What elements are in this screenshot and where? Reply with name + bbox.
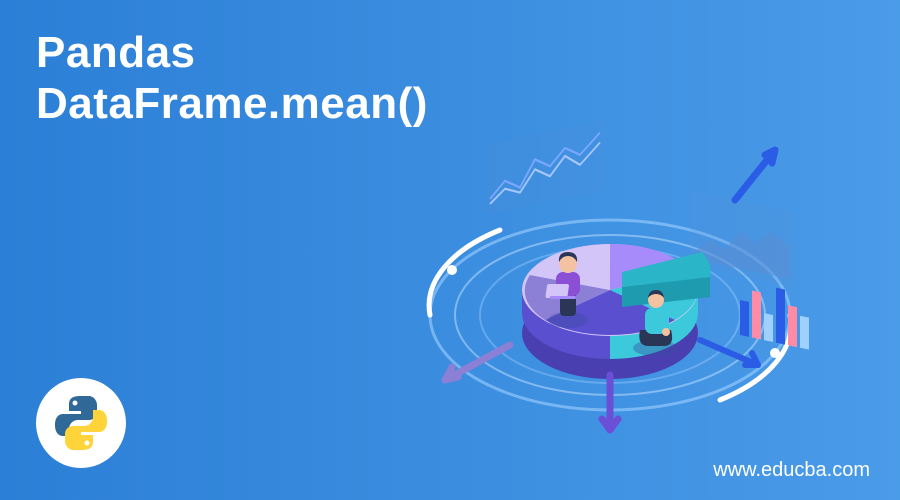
logo-badge xyxy=(36,378,126,468)
bar-chart-icon xyxy=(740,280,809,350)
isometric-chart-icon xyxy=(380,95,840,455)
hero-illustration xyxy=(380,95,840,455)
line-chart-panel-icon xyxy=(485,119,605,215)
page-title: Pandas DataFrame.mean() xyxy=(36,28,428,129)
arrow-up-icon xyxy=(735,150,775,200)
python-logo-icon xyxy=(49,391,113,455)
pie-chart-icon xyxy=(522,244,711,379)
title-line-2: DataFrame.mean() xyxy=(36,79,428,130)
website-url: www.educba.com xyxy=(713,459,870,482)
title-line-1: Pandas xyxy=(36,28,428,79)
banner-root: Pandas DataFrame.mean() www.educba.com xyxy=(0,0,900,500)
